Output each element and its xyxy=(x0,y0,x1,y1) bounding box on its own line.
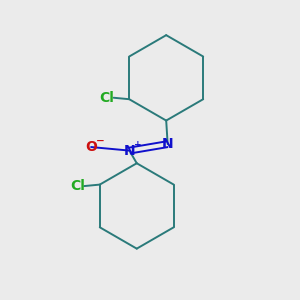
Text: O: O xyxy=(85,140,97,154)
Text: −: − xyxy=(96,136,104,146)
Text: N: N xyxy=(124,144,135,158)
Text: Cl: Cl xyxy=(70,179,85,193)
Text: N: N xyxy=(162,137,173,151)
Text: +: + xyxy=(134,140,142,148)
Text: Cl: Cl xyxy=(100,91,115,105)
